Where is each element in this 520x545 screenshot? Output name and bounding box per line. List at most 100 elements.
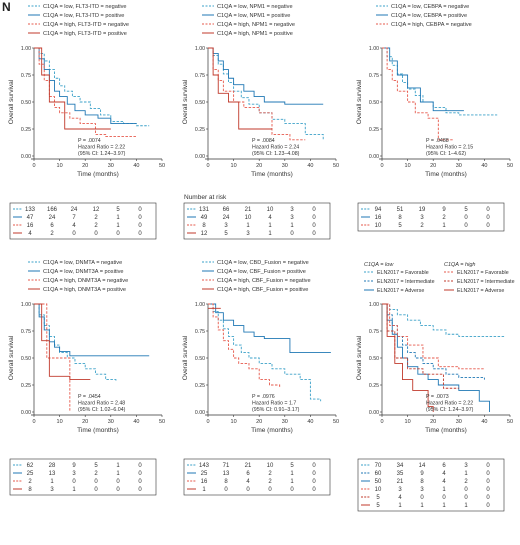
- risk-cell: 0: [486, 207, 490, 213]
- y-axis-label: Overall survival: [182, 79, 189, 124]
- x-tick-label: 40: [307, 419, 313, 425]
- risk-cell: 19: [419, 207, 426, 213]
- x-tick-label: 40: [481, 419, 487, 425]
- risk-cell: 0: [442, 495, 446, 501]
- legend-label: C1QA = high, CBF_Fusion = positive: [217, 287, 308, 293]
- risk-cell: 3: [246, 231, 250, 237]
- stat-annotation: (95% CI: 1.02–6.04): [78, 407, 126, 413]
- y-tick-label: 0.25: [195, 127, 205, 133]
- risk-cell: 60: [375, 471, 382, 477]
- legend-label: C1QA = low, FLT3-ITD = positive: [43, 13, 124, 19]
- risk-cell: 0: [138, 207, 142, 213]
- x-axis-label: Time (months): [251, 427, 293, 434]
- km-panel-2: C1QA = low, NPM1 = negative C1QA = low, N…: [182, 4, 339, 240]
- risk-cell: 35: [397, 471, 404, 477]
- risk-cell: 5: [376, 503, 380, 509]
- risk-cell: 25: [27, 471, 34, 477]
- risk-cell: 0: [72, 231, 76, 237]
- risk-cell: 0: [94, 487, 98, 493]
- legend-header: C1QA = high: [444, 262, 475, 268]
- survival-curve: [382, 47, 498, 116]
- risk-cell: 1: [116, 223, 120, 229]
- x-tick-label: 20: [430, 419, 436, 425]
- y-axis-label: Overall survival: [8, 335, 15, 380]
- risk-cell: 94: [375, 207, 382, 213]
- risk-cell: 3: [398, 487, 402, 493]
- x-tick-label: 10: [57, 163, 63, 169]
- y-axis-label: Overall survival: [182, 335, 189, 380]
- survival-curve: [34, 47, 111, 130]
- stat-annotation: P = .0084: [252, 138, 275, 144]
- panel-letter: N: [2, 0, 11, 14]
- stat-annotation: Hazard Ratio = 2.15: [426, 145, 473, 151]
- risk-cell: 70: [375, 463, 382, 469]
- risk-cell: 5: [94, 463, 98, 469]
- x-tick-label: 0: [32, 163, 35, 169]
- risk-cell: 1: [290, 471, 294, 477]
- risk-cell: 4: [246, 479, 250, 485]
- risk-cell: 51: [397, 207, 404, 213]
- y-tick-label: 0.50: [21, 100, 31, 106]
- x-axis-label: Time (months): [425, 171, 467, 178]
- survival-curve: [34, 47, 137, 138]
- risk-cell: 25: [201, 471, 208, 477]
- stat-annotation: P = .0073: [426, 394, 449, 400]
- risk-cell: 0: [486, 223, 490, 229]
- x-tick-label: 10: [231, 419, 237, 425]
- legend-label: C1QA = high, CEBPA = negative: [391, 22, 472, 28]
- risk-cell: 2: [268, 471, 272, 477]
- legend-label: ELN2017 = Favorable: [377, 270, 429, 276]
- risk-table-box: [9, 202, 157, 240]
- risk-cell: 1: [202, 487, 206, 493]
- y-tick-label: 0.75: [195, 73, 205, 79]
- risk-cell: 10: [267, 463, 274, 469]
- risk-cell: 1: [246, 223, 250, 229]
- risk-table-box: [183, 458, 331, 496]
- risk-cell: 0: [312, 463, 316, 469]
- stat-annotation: Hazard Ratio = 2.24: [252, 145, 299, 151]
- survival-curve: [34, 303, 150, 357]
- risk-cell: 1: [442, 487, 446, 493]
- legend-label: C1QA = low, CBF_Fusion = positive: [217, 269, 306, 275]
- risk-cell: 0: [138, 215, 142, 221]
- risk-cell: 3: [290, 207, 294, 213]
- legend-label: C1QA = high, CBF_Fusion = negative: [217, 278, 311, 284]
- risk-cell: 10: [375, 223, 382, 229]
- x-tick-label: 50: [159, 163, 165, 169]
- risk-cell: 133: [25, 207, 36, 213]
- risk-cell: 2: [94, 215, 98, 221]
- km-panel-4: C1QA = low, DNMTA = negative C1QA = low, …: [8, 260, 165, 496]
- stat-annotation: Hazard Ratio = 2.22: [426, 401, 473, 407]
- risk-cell: 0: [486, 463, 490, 469]
- legend-label: C1QA = high, DNMT3A = positive: [43, 287, 126, 293]
- risk-cell: 1: [268, 223, 272, 229]
- survival-curve: [34, 47, 150, 127]
- risk-cell: 0: [312, 207, 316, 213]
- risk-cell: 0: [464, 495, 468, 501]
- risk-cell: 0: [138, 479, 142, 485]
- stat-annotation: (95% CI: 1.23–4.08): [252, 151, 300, 157]
- risk-cell: 166: [47, 207, 58, 213]
- y-tick-label: 1.00: [369, 302, 379, 308]
- legend-label: ELN2017 = Intermediate: [377, 279, 435, 285]
- risk-cell: 5: [290, 463, 294, 469]
- survival-curve: [382, 47, 454, 141]
- risk-cell: 8: [398, 215, 402, 221]
- risk-cell: 12: [93, 207, 100, 213]
- risk-cell: 10: [375, 487, 382, 493]
- risk-cell: 1: [420, 503, 424, 509]
- risk-cell: 14: [419, 463, 426, 469]
- risk-cell: 2: [94, 471, 98, 477]
- survival-curve: [34, 303, 117, 382]
- risk-cell: 1: [290, 479, 294, 485]
- risk-cell: 8: [28, 487, 32, 493]
- risk-table-box: [357, 458, 505, 512]
- risk-cell: 0: [312, 479, 316, 485]
- risk-cell: 1: [290, 223, 294, 229]
- y-tick-label: 1.00: [21, 46, 31, 52]
- x-tick-label: 20: [256, 419, 262, 425]
- risk-cell: 21: [245, 463, 252, 469]
- risk-cell: 24: [49, 215, 56, 221]
- risk-cell: 10: [267, 207, 274, 213]
- km-panel-5: C1QA = low, CBD_Fusion = negative C1QA = …: [182, 260, 339, 496]
